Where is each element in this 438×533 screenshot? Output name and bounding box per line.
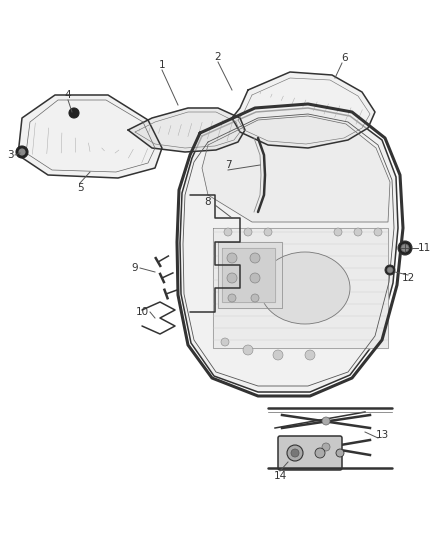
Circle shape [227, 273, 237, 283]
Circle shape [224, 228, 232, 236]
Circle shape [250, 273, 260, 283]
Polygon shape [18, 95, 162, 178]
Circle shape [273, 350, 283, 360]
Text: 3: 3 [7, 150, 13, 160]
Polygon shape [213, 228, 388, 348]
Circle shape [315, 448, 325, 458]
Circle shape [243, 345, 253, 355]
Text: 1: 1 [159, 60, 165, 70]
Circle shape [287, 445, 303, 461]
Circle shape [385, 265, 395, 275]
Polygon shape [222, 248, 275, 302]
Text: 13: 13 [375, 430, 389, 440]
Text: 10: 10 [135, 307, 148, 317]
Polygon shape [218, 242, 282, 308]
Circle shape [264, 228, 272, 236]
Circle shape [228, 294, 236, 302]
Circle shape [401, 244, 409, 252]
Circle shape [322, 443, 330, 451]
Polygon shape [128, 108, 245, 152]
Circle shape [398, 241, 412, 255]
Circle shape [251, 294, 259, 302]
Circle shape [322, 417, 330, 425]
Polygon shape [202, 116, 390, 222]
Circle shape [19, 149, 25, 155]
Text: 5: 5 [77, 183, 83, 193]
Circle shape [387, 267, 393, 273]
Text: 8: 8 [205, 197, 211, 207]
Ellipse shape [260, 252, 350, 324]
Text: 9: 9 [132, 263, 138, 273]
Circle shape [221, 338, 229, 346]
Circle shape [244, 228, 252, 236]
Circle shape [305, 350, 315, 360]
Circle shape [291, 449, 299, 457]
Circle shape [16, 146, 28, 158]
Circle shape [336, 449, 344, 457]
Text: 11: 11 [417, 243, 431, 253]
Text: 2: 2 [215, 52, 221, 62]
Text: 14: 14 [273, 471, 286, 481]
Circle shape [227, 253, 237, 263]
Text: 12: 12 [401, 273, 415, 283]
Circle shape [69, 108, 79, 118]
Polygon shape [232, 72, 375, 148]
Text: 6: 6 [342, 53, 348, 63]
Polygon shape [180, 108, 398, 392]
Text: 7: 7 [225, 160, 231, 170]
Circle shape [374, 228, 382, 236]
FancyBboxPatch shape [278, 436, 342, 470]
Circle shape [354, 228, 362, 236]
Circle shape [250, 253, 260, 263]
Text: 4: 4 [65, 90, 71, 100]
Circle shape [334, 228, 342, 236]
